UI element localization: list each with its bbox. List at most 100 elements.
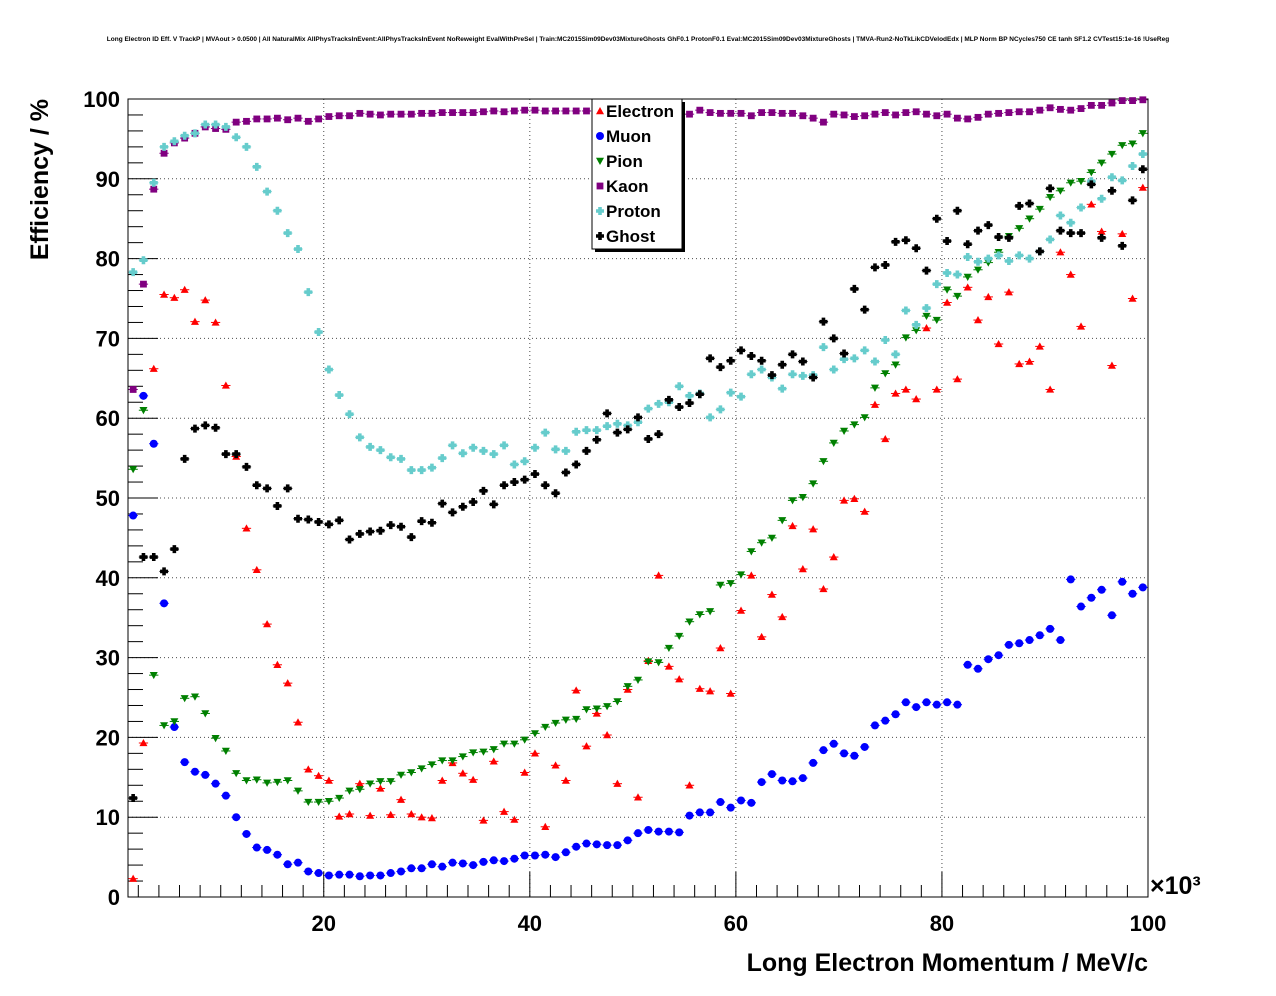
data-point: [654, 571, 663, 579]
y-tick-label: 80: [96, 247, 120, 272]
data-point: [1025, 636, 1034, 645]
data-point: [727, 109, 735, 117]
data-point: [479, 857, 488, 866]
data-point: [1128, 589, 1137, 598]
data-point: [654, 659, 663, 667]
data-point: [428, 109, 436, 117]
data-point: [243, 117, 250, 125]
data-point: [778, 776, 787, 785]
data-point: [427, 463, 436, 472]
data-point: [860, 507, 869, 515]
data-point: [160, 149, 168, 157]
data-point: [377, 111, 384, 119]
data-point: [922, 698, 931, 707]
data-point: [1015, 201, 1024, 210]
data-point: [634, 793, 642, 801]
data-point: [582, 839, 591, 848]
data-point: [448, 508, 457, 517]
data-point: [469, 109, 477, 116]
data-point: [819, 746, 828, 755]
data-point: [922, 312, 931, 321]
data-point: [427, 860, 436, 869]
data-point: [695, 390, 704, 399]
data-point: [634, 413, 642, 422]
data-point: [438, 109, 446, 116]
data-point: [613, 779, 622, 787]
data-point: [201, 710, 210, 718]
data-point: [1138, 130, 1147, 138]
data-point: [840, 349, 849, 358]
data-point: [160, 599, 169, 608]
data-point: [190, 693, 199, 701]
data-point: [314, 517, 323, 526]
data-point: [994, 251, 1003, 260]
data-point: [561, 716, 570, 724]
data-point: [170, 545, 179, 554]
legend: Electron Muon Pion Kaon Proton Ghost: [591, 98, 685, 252]
data-point: [870, 357, 879, 366]
data-point: [520, 457, 529, 466]
data-point: [273, 850, 282, 859]
data-point: [1046, 104, 1054, 112]
data-point: [695, 808, 704, 817]
data-point: [1035, 247, 1044, 256]
data-point: [984, 259, 993, 267]
data-point: [1056, 636, 1065, 645]
grid: [128, 99, 1148, 897]
data-point: [737, 571, 746, 579]
data-point: [386, 521, 395, 530]
data-point: [675, 828, 684, 837]
data-point: [253, 115, 261, 123]
data-point: [510, 107, 518, 115]
data-point: [201, 770, 210, 779]
data-point: [479, 748, 488, 756]
data-point: [706, 109, 714, 116]
data-point: [891, 361, 900, 369]
data-point: [1107, 150, 1116, 159]
data-point: [480, 108, 487, 116]
data-point: [458, 859, 467, 868]
data-point: [1077, 203, 1086, 212]
data-point: [345, 535, 354, 544]
data-point: [252, 776, 261, 784]
data-point: [438, 776, 447, 784]
data-point: [530, 851, 539, 860]
data-point: [551, 489, 560, 498]
data-point: [397, 867, 406, 876]
data-point: [737, 796, 746, 805]
data-point: [881, 335, 890, 344]
data-point: [438, 499, 447, 508]
data-point: [294, 787, 302, 795]
data-point: [1108, 99, 1116, 107]
data-point: [304, 288, 313, 297]
data-point: [654, 430, 663, 439]
data-point: [706, 354, 715, 363]
data-point: [283, 229, 292, 238]
data-point: [561, 776, 570, 784]
data-point: [870, 263, 879, 272]
data-point: [860, 414, 869, 422]
data-point: [356, 109, 364, 117]
data-point: [1118, 241, 1127, 250]
data-point: [324, 776, 333, 784]
data-point: [273, 501, 282, 510]
data-point: [963, 660, 972, 669]
data-point: [788, 370, 797, 379]
data-point: [932, 214, 941, 223]
data-point: [1005, 109, 1013, 116]
data-point: [891, 710, 900, 719]
data-point: [953, 700, 962, 709]
data-point: [397, 522, 406, 531]
data-point: [891, 350, 900, 359]
data-point: [366, 527, 375, 536]
data-point: [716, 798, 725, 807]
data-point: [458, 769, 467, 777]
data-point: [747, 370, 756, 379]
data-point: [552, 107, 559, 115]
data-point: [798, 565, 807, 573]
data-point: [1118, 142, 1127, 150]
data-point: [850, 751, 859, 760]
data-point: [520, 851, 529, 860]
data-point: [1097, 194, 1106, 203]
data-point: [1097, 227, 1106, 235]
